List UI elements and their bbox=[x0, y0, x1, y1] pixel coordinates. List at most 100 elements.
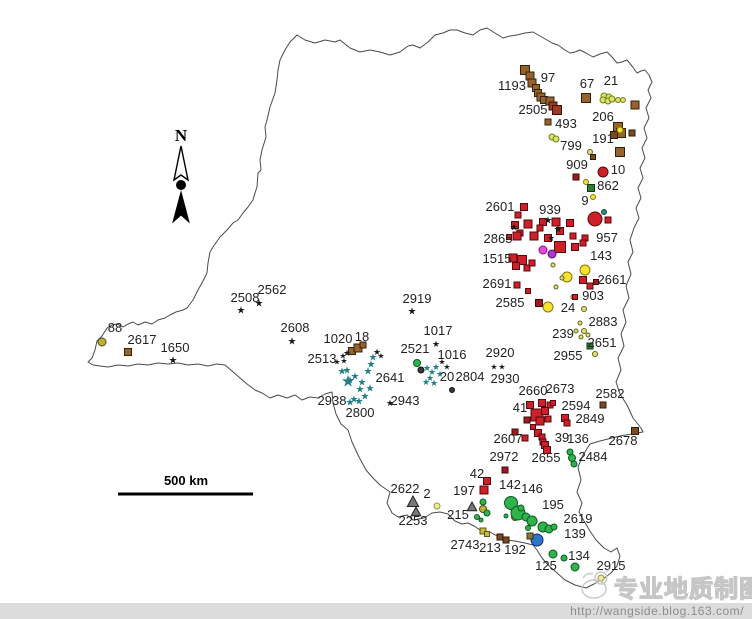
sample-marker-ci bbox=[550, 262, 556, 268]
sample-label: 2585 bbox=[496, 295, 525, 310]
sample-label: 2505 bbox=[519, 102, 548, 117]
sample-marker-sq bbox=[538, 399, 546, 407]
sample-marker-sq bbox=[523, 219, 533, 229]
sample-marker-sq bbox=[604, 216, 612, 224]
sample-label: 206 bbox=[592, 109, 614, 124]
sample-marker-st: ★ bbox=[498, 363, 505, 372]
sample-marker-st: ★ bbox=[366, 384, 375, 395]
sample-label: 2608 bbox=[281, 320, 310, 335]
watermark-url: http://wangside.blog.163.com/ bbox=[570, 604, 744, 618]
sample-label: 2508 bbox=[231, 290, 260, 305]
sample-marker-sq bbox=[554, 241, 566, 253]
sample-label: 97 bbox=[541, 70, 555, 85]
sample-label: 493 bbox=[555, 116, 577, 131]
sample-label: 2484 bbox=[579, 449, 608, 464]
marker-layer: ★★ ★★★★★★★★★ ★★★ ★★★★★★★★★★★★★★★★★★★★★ ★★★★★… bbox=[97, 65, 640, 582]
sample-marker-sq bbox=[628, 129, 636, 137]
sample-marker-sq bbox=[571, 243, 579, 251]
sample-marker-ci bbox=[590, 194, 596, 200]
sample-marker-sq bbox=[506, 234, 512, 240]
sample-marker-ci bbox=[587, 211, 603, 227]
sample-marker-tr bbox=[410, 505, 422, 517]
sample-marker-sq bbox=[572, 173, 580, 181]
sample-marker-ci bbox=[608, 95, 616, 103]
sample-marker-sq bbox=[569, 232, 577, 240]
sample-label: 18 bbox=[355, 329, 369, 344]
sample-marker-ci bbox=[504, 496, 518, 510]
sample-label: 125 bbox=[535, 558, 557, 573]
sample-label: 909 bbox=[566, 157, 588, 172]
sample-label: 2743 bbox=[451, 537, 480, 552]
sample-marker-st: ★ bbox=[358, 378, 367, 389]
sample-marker-tr bbox=[466, 500, 478, 512]
sample-marker-st: ★ bbox=[369, 353, 378, 364]
sample-marker-st: ★ bbox=[356, 385, 365, 396]
sample-label: 2920 bbox=[486, 345, 515, 360]
sample-label: 143 bbox=[590, 248, 612, 263]
sample-label: 957 bbox=[596, 230, 618, 245]
sample-label: 146 bbox=[521, 481, 543, 496]
sample-marker-ci bbox=[615, 97, 621, 103]
sample-marker-ci bbox=[548, 549, 558, 559]
sample-label: 215 bbox=[447, 507, 469, 522]
sample-label: 9 bbox=[581, 193, 588, 208]
sample-marker-ci bbox=[413, 359, 421, 367]
sample-label: 2660 bbox=[519, 383, 548, 398]
sample-marker-sq bbox=[526, 401, 534, 409]
sample-marker-st: ★ bbox=[333, 358, 340, 367]
sample-marker-sq bbox=[593, 279, 599, 285]
sample-marker-ci bbox=[542, 301, 554, 313]
sample-marker-ci bbox=[417, 366, 425, 374]
sample-label: 2562 bbox=[258, 282, 287, 297]
sample-label: 2655 bbox=[532, 450, 561, 465]
sample-marker-st: ★ bbox=[544, 216, 553, 227]
sample-label: 2521 bbox=[401, 341, 430, 356]
sample-marker-sq bbox=[566, 219, 574, 227]
sample-marker-st: ★ bbox=[422, 377, 430, 387]
sample-label: 24 bbox=[561, 300, 575, 315]
sample-label: 142 bbox=[499, 477, 521, 492]
sample-marker-ci bbox=[568, 454, 576, 462]
sample-marker-st: ★ bbox=[288, 337, 297, 348]
sample-marker-st: ★ bbox=[340, 357, 347, 366]
sample-marker-sq bbox=[586, 342, 594, 350]
sample-label: 939 bbox=[539, 202, 561, 217]
sample-marker-sq bbox=[514, 211, 522, 219]
sample-label: 10 bbox=[611, 162, 625, 177]
sample-label: 41 bbox=[513, 400, 527, 415]
sample-marker-sq bbox=[520, 203, 528, 211]
sample-marker-st: ★ bbox=[377, 352, 384, 361]
sample-marker-sq bbox=[543, 446, 551, 454]
sample-marker-st: ★ bbox=[490, 363, 497, 372]
sample-label: 195 bbox=[542, 497, 564, 512]
sample-marker-sq bbox=[512, 262, 520, 270]
sample-marker-sq bbox=[513, 281, 521, 289]
sample-label: 2601 bbox=[486, 199, 515, 214]
sample-marker-sq bbox=[484, 531, 490, 537]
sample-marker-ci bbox=[620, 97, 626, 103]
sample-marker-sq bbox=[556, 227, 564, 235]
sample-marker-sq bbox=[550, 400, 556, 406]
sample-marker-st: ★ bbox=[408, 307, 417, 318]
sample-marker-st: ★ bbox=[428, 367, 436, 377]
sample-marker-ci bbox=[517, 504, 525, 512]
sample-marker-st: ★ bbox=[346, 376, 355, 387]
sample-marker-sq bbox=[615, 147, 625, 157]
sample-label: 903 bbox=[582, 288, 604, 303]
sample-marker-ci bbox=[581, 328, 587, 334]
sample-label: 2930 bbox=[491, 371, 520, 386]
sample-marker-st: ★ bbox=[438, 358, 445, 367]
sample-marker-sq bbox=[511, 221, 519, 229]
sample-marker-st: ★ bbox=[343, 348, 351, 358]
sample-marker-ci bbox=[474, 514, 480, 520]
sample-marker-ci bbox=[479, 498, 487, 506]
sample-label: 134 bbox=[568, 548, 590, 563]
sample-label: 2691 bbox=[483, 276, 512, 291]
sample-marker-ci bbox=[560, 554, 568, 562]
north-arrow-label: N bbox=[175, 126, 188, 145]
sample-marker-ci bbox=[547, 249, 557, 259]
sample-label: 2955 bbox=[554, 348, 583, 363]
